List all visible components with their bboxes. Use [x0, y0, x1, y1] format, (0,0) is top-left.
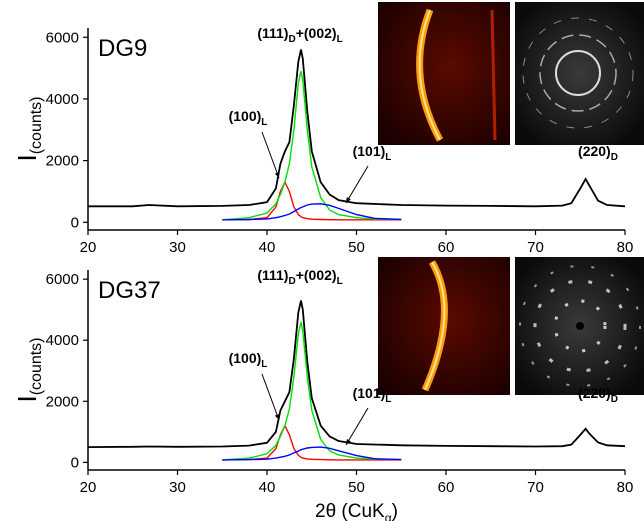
peak-annotation: (100)L — [229, 350, 268, 370]
arrow-head — [346, 197, 351, 203]
y-axis-label: I(counts) — [12, 96, 45, 161]
y-tick-label: 2000 — [46, 153, 79, 170]
data-line — [222, 180, 402, 221]
peak-annotation: (101)L — [353, 143, 392, 163]
inset-diffraction — [515, 2, 644, 145]
x-tick-label: 50 — [348, 239, 365, 256]
annotation-subscript: D — [288, 276, 295, 287]
annotation-text: (101) — [353, 143, 386, 159]
x-tick-label: 40 — [259, 479, 276, 496]
panel-label: DG37 — [98, 277, 161, 304]
y-tick-label: 2000 — [46, 393, 79, 410]
annotation-arrow — [345, 165, 369, 204]
annotation-text: (111) — [257, 25, 288, 41]
data-line — [222, 424, 402, 461]
annotation-text: +(002) — [296, 267, 337, 283]
peak-annotation: (111)D+(002)L — [257, 267, 342, 287]
annotation-text: (100) — [229, 350, 262, 366]
chart-panel: 20 30 40 50 60 70 80 0 2000 4000 6000 DG37 I(counts)… — [12, 267, 633, 521]
arrow-head — [346, 439, 351, 445]
annotation-text: (220) — [578, 385, 611, 401]
x-label-sub: α — [385, 511, 392, 521]
x-tick-label: 80 — [617, 239, 634, 256]
x-axis-label: 2θ (CuKα) — [315, 501, 398, 521]
y-tick-label: 0 — [71, 454, 79, 471]
annotation-text: (220) — [578, 143, 611, 159]
x-tick-label: 20 — [80, 479, 97, 496]
x-tick-label: 20 — [80, 239, 97, 256]
annotation-subscript: D — [288, 34, 295, 45]
inset-images — [378, 2, 644, 395]
annotation-subscript: L — [261, 359, 267, 370]
annotation-subscript: D — [611, 152, 618, 163]
data-line — [222, 71, 402, 221]
annotation-subscript: L — [337, 276, 343, 287]
x-label-main: 2θ (CuK — [315, 501, 385, 521]
annotation-subscript: L — [337, 34, 343, 45]
x-tick-label: 80 — [617, 479, 634, 496]
peak-annotation: (220)D — [578, 143, 618, 163]
x-tick-label: 40 — [259, 239, 276, 256]
x-label-end: ) — [392, 501, 398, 521]
annotation-text: (111) — [257, 267, 288, 283]
x-tick-label: 70 — [527, 479, 544, 496]
data-line — [87, 300, 626, 448]
x-tick-label: 60 — [438, 479, 455, 496]
annotation-subscript: L — [385, 394, 391, 405]
x-tick-label: 70 — [527, 239, 544, 256]
y-tick-label: 6000 — [46, 271, 79, 288]
annotation-arrow — [261, 131, 280, 179]
data-line — [88, 49, 626, 208]
annotation-text: (101) — [353, 385, 386, 401]
panel-label: DG9 — [98, 35, 147, 62]
y-label-sub: (counts) — [28, 337, 45, 395]
x-tick-label: 30 — [169, 239, 186, 256]
y-tick-label: 6000 — [46, 29, 79, 46]
peak-annotation: (101)L — [353, 385, 392, 405]
peak-annotation: (220)D — [578, 385, 618, 405]
y-tick-label: 4000 — [46, 332, 79, 349]
arrow-head — [274, 172, 280, 178]
inset-heatmap — [378, 2, 510, 145]
x-tick-label: 60 — [438, 239, 455, 256]
annotation-subscript: L — [261, 117, 267, 128]
annotation-subscript: D — [611, 394, 618, 405]
inset-diffraction — [515, 257, 644, 395]
y-tick-label: 0 — [71, 214, 79, 231]
peak-annotation: (100)L — [229, 108, 268, 128]
annotation-text: +(002) — [296, 25, 337, 41]
y-axis-label: I(counts) — [12, 337, 45, 402]
inset-heatmap — [378, 257, 510, 395]
y-label-main: I — [12, 395, 42, 402]
x-tick-label: 50 — [348, 479, 365, 496]
annotation-subscript: L — [385, 152, 391, 163]
y-label-main: I — [12, 154, 42, 161]
annotation-arrow — [261, 373, 280, 421]
data-line — [222, 321, 402, 461]
y-label-sub: (counts) — [28, 96, 45, 154]
peak-annotation: (111)D+(002)L — [257, 25, 342, 45]
arrow-head — [274, 414, 280, 420]
annotation-text: (100) — [229, 108, 262, 124]
x-tick-label: 30 — [169, 479, 186, 496]
y-tick-label: 4000 — [46, 91, 79, 108]
data-line — [222, 203, 402, 221]
data-line — [222, 446, 402, 461]
annotation-arrow — [345, 407, 369, 446]
